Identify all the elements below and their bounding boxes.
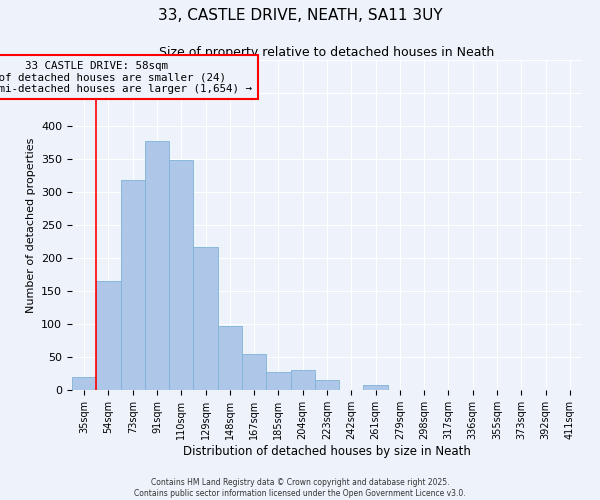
Bar [266,372,290,390]
Bar [193,247,218,390]
Bar [364,386,388,390]
Bar [218,326,242,390]
Bar [121,180,145,390]
Bar [290,370,315,390]
Bar [145,140,169,390]
Bar [72,377,96,390]
Text: 33 CASTLE DRIVE: 58sqm
← 1% of detached houses are smaller (24)
99% of semi-deta: 33 CASTLE DRIVE: 58sqm ← 1% of detached … [0,60,252,94]
Text: Contains HM Land Registry data © Crown copyright and database right 2025.
Contai: Contains HM Land Registry data © Crown c… [134,478,466,498]
Y-axis label: Number of detached properties: Number of detached properties [26,138,35,312]
Text: 33, CASTLE DRIVE, NEATH, SA11 3UY: 33, CASTLE DRIVE, NEATH, SA11 3UY [158,8,442,22]
Title: Size of property relative to detached houses in Neath: Size of property relative to detached ho… [160,46,494,59]
X-axis label: Distribution of detached houses by size in Neath: Distribution of detached houses by size … [183,444,471,458]
Bar [96,281,121,390]
Bar [315,380,339,390]
Bar [242,354,266,390]
Bar [169,160,193,390]
